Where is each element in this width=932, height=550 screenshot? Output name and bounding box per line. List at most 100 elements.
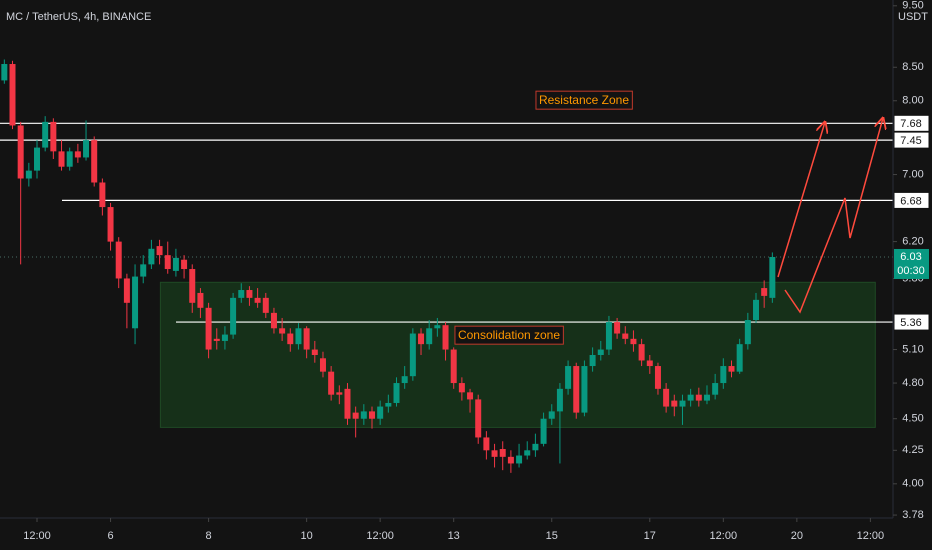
candle-body [230, 297, 237, 335]
candle-body [262, 297, 269, 313]
candle-body [352, 412, 359, 419]
candle-body [1, 64, 8, 81]
countdown-label: 00:30 [897, 265, 925, 277]
candle-body [50, 121, 57, 152]
level-label: 5.36 [900, 317, 921, 329]
last-price-label: 6.03 [900, 251, 921, 263]
annotation-text: Resistance Zone [539, 93, 629, 107]
level-label-box [893, 131, 930, 149]
last-price-box [894, 248, 929, 279]
candle-body [42, 121, 49, 148]
candle-body [556, 388, 563, 412]
x-tick-label: 15 [546, 530, 558, 542]
candle-body [221, 334, 228, 341]
candle-body [736, 344, 743, 372]
candle-body [9, 64, 16, 126]
candle-body [687, 394, 694, 401]
candle-body [540, 418, 547, 444]
candle-body [475, 399, 482, 438]
candle-body [34, 147, 41, 171]
y-tick-label: 7.00 [902, 168, 923, 180]
y-tick-label: 8.50 [902, 61, 923, 73]
candle-body [565, 366, 572, 389]
projection-arrow [777, 122, 825, 278]
candle-body [426, 328, 433, 345]
candle-body [336, 392, 343, 395]
annotation-box [535, 90, 633, 110]
candle-body [360, 411, 367, 419]
candle-body [164, 255, 171, 270]
y-tick-label: 4.25 [902, 444, 923, 456]
candle-body [703, 394, 710, 401]
candle-body [467, 392, 474, 400]
candle-body [458, 383, 465, 393]
candle-body [17, 125, 24, 179]
candle-body [295, 328, 302, 345]
x-tick-label: 20 [791, 530, 803, 542]
x-tick-label: 12:00 [857, 530, 885, 542]
candle-body [638, 344, 645, 361]
y-tick-label: 6.20 [902, 236, 923, 248]
y-tick-label: 5.10 [902, 343, 923, 355]
candle-body [409, 333, 416, 377]
candle-body [630, 338, 637, 345]
candle-body [181, 259, 188, 270]
candle-body [589, 354, 596, 367]
candle-body [491, 450, 498, 457]
projection-arrow [784, 118, 883, 314]
level-label-box [893, 191, 930, 209]
candle-body [532, 443, 539, 451]
candle-body [213, 338, 220, 341]
candle-body [91, 140, 98, 183]
chart-title: MC / TetherUS, 4h, BINANCE [6, 11, 151, 23]
candle-body [605, 322, 612, 350]
candle-body [646, 360, 653, 367]
candle-body [418, 333, 425, 345]
candle-body [507, 456, 514, 464]
level-label: 6.68 [900, 195, 921, 207]
candle-body [115, 241, 122, 279]
candle-body [524, 450, 531, 456]
y-tick-label: 4.80 [902, 377, 923, 389]
candle-body [311, 349, 318, 355]
candle-body [695, 394, 702, 401]
candle-body [140, 264, 147, 277]
annotation-box [454, 325, 564, 345]
candle-body [74, 151, 81, 158]
candle-body [287, 333, 294, 345]
x-tick-label: 6 [107, 530, 113, 542]
candle-body [393, 383, 400, 403]
y-tick-label: 4.50 [902, 413, 923, 425]
candle-body [663, 388, 670, 407]
x-tick-label: 12:00 [23, 530, 51, 542]
candle-body [769, 256, 776, 298]
candle-body [328, 371, 335, 395]
candle-body [25, 170, 32, 179]
candle-body [385, 402, 392, 407]
candle-body [132, 276, 139, 329]
candle-body [614, 322, 621, 334]
candle-body [344, 388, 351, 419]
candle-body [83, 140, 90, 158]
candle-body [728, 366, 735, 372]
candle-body [483, 437, 490, 451]
candle-body [254, 297, 261, 303]
candle-body [189, 269, 196, 303]
level-label-box [893, 313, 930, 331]
candle-body [744, 320, 751, 345]
candle-body [270, 312, 277, 329]
annotation-text: Consolidation zone [458, 328, 560, 342]
x-tick-label: 10 [301, 530, 313, 542]
y-tick-label: 3.78 [902, 509, 923, 521]
y-tick-label: 8.00 [902, 95, 923, 107]
candle-body [434, 325, 441, 329]
candle-body [671, 400, 678, 407]
x-tick-label: 12:00 [710, 530, 738, 542]
candle-body [156, 246, 163, 256]
candle-body [654, 366, 661, 389]
candle-body [401, 376, 408, 384]
candle-body [58, 151, 65, 167]
level-label: 7.45 [900, 135, 921, 147]
candle-body [368, 411, 375, 419]
